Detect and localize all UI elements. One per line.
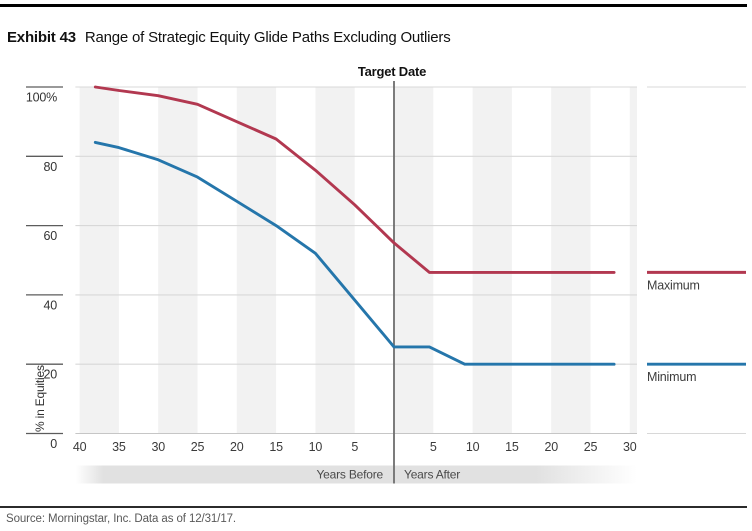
- y-tick-label: 0: [50, 437, 57, 451]
- y-tick-label: 60: [43, 229, 57, 243]
- x-tick-label-after: 15: [505, 440, 519, 454]
- plot-stripe: [158, 87, 198, 434]
- top-rule: [0, 4, 747, 7]
- y-axis-title: % in Equities: [33, 365, 47, 432]
- x-tick-label-before: 30: [151, 440, 165, 454]
- plot-stripe: [551, 87, 591, 434]
- x-tick-label-after: 30: [623, 440, 637, 454]
- x-tick-label-before: 5: [351, 440, 358, 454]
- x-tick-label-before: 35: [112, 440, 126, 454]
- exhibit-title: Exhibit 43 Range of Strategic Equity Glid…: [7, 29, 451, 46]
- y-tick-label: 100%: [26, 91, 57, 105]
- x-tick-label-before: 25: [191, 440, 205, 454]
- x-tick-label-after: 10: [466, 440, 480, 454]
- x-tick-label-before: 15: [269, 440, 283, 454]
- x-tick-label-after: 5: [430, 440, 437, 454]
- x-tick-label-before: 10: [309, 440, 323, 454]
- axis-period-band: [75, 465, 637, 484]
- x-tick-label-after: 25: [584, 440, 598, 454]
- x-tick-label-before: 20: [230, 440, 244, 454]
- legend-minimum-label: Minimum: [647, 370, 696, 384]
- source-note: Source: Morningstar, Inc. Data as of 12/…: [6, 513, 237, 525]
- series-maximum-line: [93, 85, 616, 274]
- y-tick-label: 40: [43, 298, 57, 312]
- plot-stripe: [629, 87, 637, 434]
- exhibit-number: Exhibit 43: [7, 29, 76, 46]
- footer-rule: [0, 506, 747, 508]
- plot-stripe: [79, 87, 119, 434]
- years-after-label: Years After: [404, 468, 460, 482]
- series-minimum-line: [93, 140, 616, 366]
- x-tick-label-before: 40: [73, 440, 87, 454]
- y-tick-label: 20: [43, 368, 57, 382]
- plot-stripe: [236, 87, 277, 434]
- y-tick-label: 80: [43, 160, 57, 174]
- exhibit-title-text: Range of Strategic Equity Glide Paths Ex…: [84, 29, 451, 46]
- legend-maximum-label: Maximum: [647, 278, 700, 292]
- x-tick-label-after: 20: [544, 440, 558, 454]
- plot-stripe: [472, 87, 512, 434]
- target-date-label: Target Date: [358, 64, 426, 79]
- years-before-label: Years Before: [316, 468, 383, 482]
